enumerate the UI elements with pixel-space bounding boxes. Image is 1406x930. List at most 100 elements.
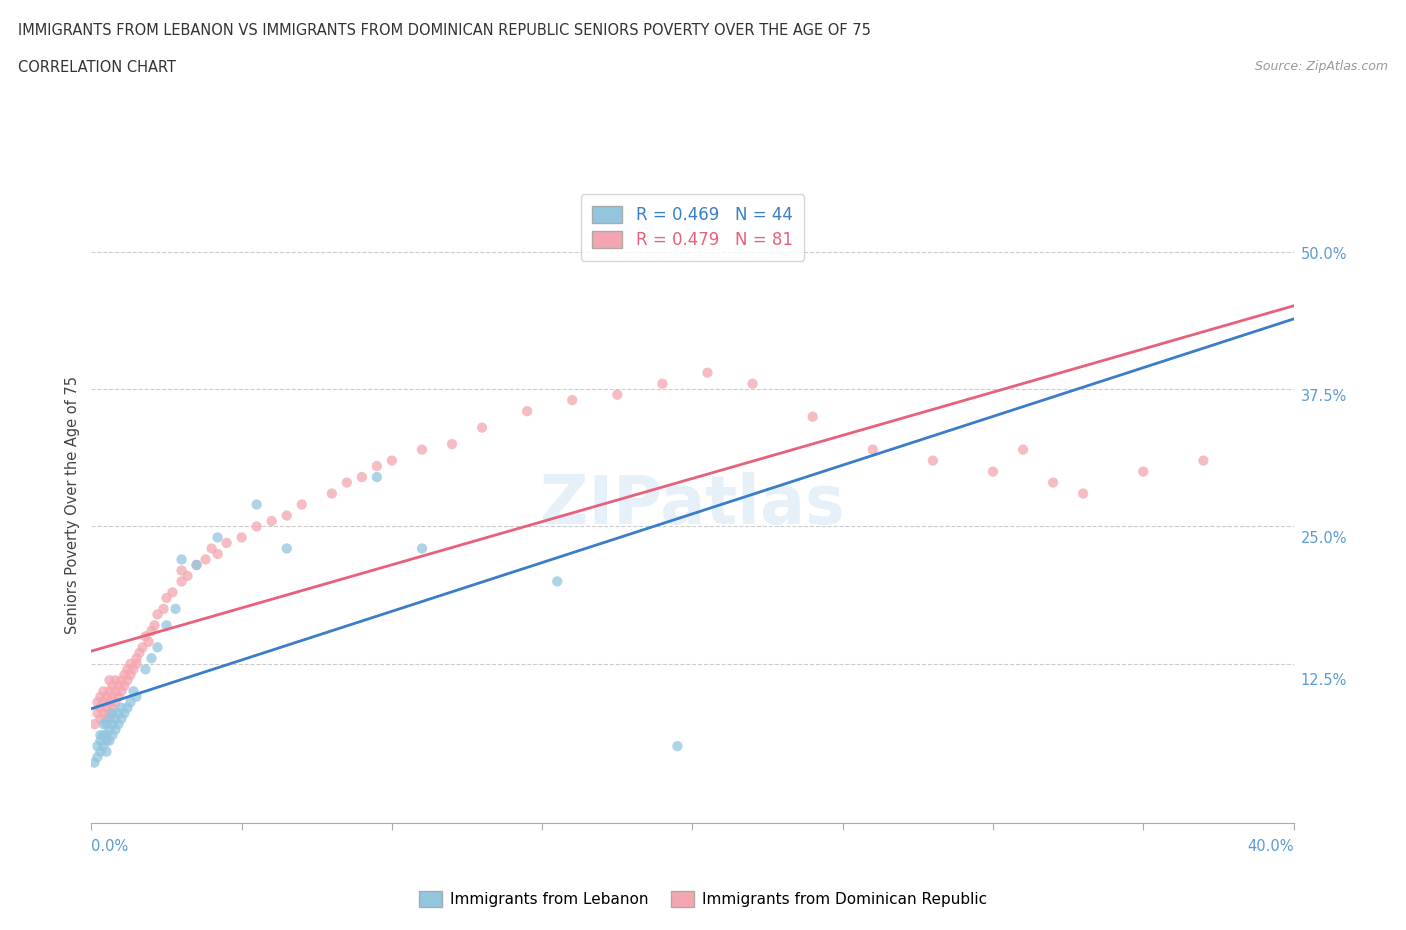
Point — [155, 618, 177, 632]
Point — [176, 568, 198, 583]
Point — [96, 689, 118, 704]
Point — [96, 744, 118, 759]
Point — [981, 464, 1004, 479]
Point — [170, 552, 193, 567]
Point — [110, 684, 132, 698]
Point — [215, 536, 238, 551]
Point — [291, 498, 314, 512]
Point — [98, 672, 121, 687]
Point — [114, 706, 136, 721]
Point — [101, 717, 124, 732]
Point — [741, 377, 763, 392]
Point — [125, 689, 148, 704]
Point — [201, 541, 224, 556]
Point — [83, 717, 105, 732]
Point — [93, 728, 115, 743]
Point — [89, 733, 111, 748]
Point — [138, 634, 160, 649]
Point — [83, 755, 105, 770]
Point — [89, 728, 111, 743]
Point — [411, 442, 433, 457]
Text: 40.0%: 40.0% — [1247, 839, 1294, 854]
Point — [89, 700, 111, 715]
Point — [276, 541, 298, 556]
Point — [146, 640, 169, 655]
Point — [862, 442, 884, 457]
Point — [98, 723, 121, 737]
Point — [96, 700, 118, 715]
Point — [696, 365, 718, 380]
Point — [86, 706, 108, 721]
Point — [101, 678, 124, 693]
Point — [98, 706, 121, 721]
Point — [107, 678, 129, 693]
Point — [107, 717, 129, 732]
Point — [146, 607, 169, 622]
Point — [666, 738, 689, 753]
Text: 37.5%: 37.5% — [1301, 389, 1347, 404]
Text: 50.0%: 50.0% — [1301, 246, 1347, 261]
Point — [122, 662, 145, 677]
Point — [1071, 486, 1094, 501]
Point — [101, 689, 124, 704]
Point — [155, 591, 177, 605]
Point — [96, 717, 118, 732]
Point — [93, 738, 115, 753]
Text: ZIPatlas: ZIPatlas — [540, 472, 845, 538]
Point — [186, 557, 208, 572]
Point — [104, 723, 127, 737]
Point — [366, 470, 388, 485]
Point — [107, 689, 129, 704]
Point — [207, 547, 229, 562]
Point — [120, 668, 142, 683]
Point — [120, 657, 142, 671]
Point — [110, 711, 132, 726]
Point — [246, 519, 269, 534]
Point — [89, 711, 111, 726]
Point — [561, 392, 583, 407]
Point — [98, 684, 121, 698]
Point — [922, 453, 945, 468]
Text: CORRELATION CHART: CORRELATION CHART — [18, 60, 176, 75]
Point — [516, 404, 538, 418]
Point — [131, 640, 153, 655]
Point — [801, 409, 824, 424]
Point — [471, 420, 494, 435]
Point — [104, 684, 127, 698]
Point — [194, 552, 217, 567]
Point — [1012, 442, 1035, 457]
Point — [260, 513, 283, 528]
Point — [86, 738, 108, 753]
Point — [117, 700, 139, 715]
Point — [134, 629, 156, 644]
Point — [93, 695, 115, 710]
Point — [107, 706, 129, 721]
Point — [1192, 453, 1215, 468]
Point — [162, 585, 184, 600]
Point — [122, 684, 145, 698]
Point — [114, 668, 136, 683]
Point — [321, 486, 343, 501]
Point — [1042, 475, 1064, 490]
Point — [114, 678, 136, 693]
Point — [276, 508, 298, 523]
Point — [89, 744, 111, 759]
Point — [350, 470, 373, 485]
Point — [98, 695, 121, 710]
Point — [336, 475, 359, 490]
Point — [104, 672, 127, 687]
Point — [96, 733, 118, 748]
Point — [98, 711, 121, 726]
Point — [1132, 464, 1154, 479]
Point — [546, 574, 568, 589]
Point — [366, 458, 388, 473]
Y-axis label: Seniors Poverty Over the Age of 75: Seniors Poverty Over the Age of 75 — [65, 376, 80, 633]
Point — [207, 530, 229, 545]
Text: 25.0%: 25.0% — [1301, 531, 1347, 546]
Point — [134, 662, 156, 677]
Text: Source: ZipAtlas.com: Source: ZipAtlas.com — [1254, 60, 1388, 73]
Legend: R = 0.469   N = 44, R = 0.479   N = 81: R = 0.469 N = 44, R = 0.479 N = 81 — [581, 194, 804, 260]
Text: 0.0%: 0.0% — [91, 839, 128, 854]
Point — [231, 530, 253, 545]
Point — [125, 651, 148, 666]
